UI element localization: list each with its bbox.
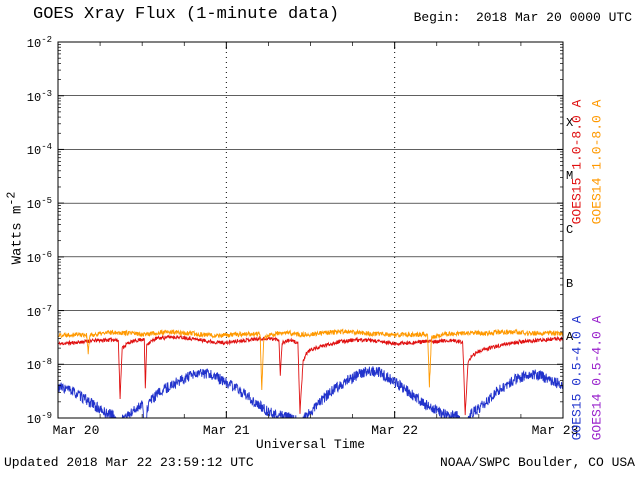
flare-class-label: B — [566, 276, 574, 291]
y-tick-label: 10-9 — [26, 411, 52, 427]
x-tick-label: Mar 21 — [202, 423, 250, 438]
legend-label-goes14-0-5-4-0-a: GOES14 0.5-4.0 A — [589, 315, 605, 441]
plot-border — [57, 41, 564, 419]
y-tick-label: 10-8 — [26, 357, 52, 374]
series-goes15-1-0-8-0-a — [58, 333, 563, 416]
updated-timestamp: Updated 2018 Mar 22 23:59:12 UTC — [4, 455, 254, 470]
legend-label-goes14-1-0-8-0-a: GOES14 1.0-8.0 A — [589, 99, 605, 225]
y-tick-label: 10-2 — [26, 35, 52, 51]
y-tick-label: 10-5 — [26, 196, 52, 213]
flare-class-label: C — [566, 223, 574, 237]
x-axis-title: Universal Time — [255, 437, 366, 452]
flare-class-label: M — [566, 169, 574, 184]
y-tick-label: 10-4 — [26, 142, 52, 159]
y-tick-label: 10-7 — [26, 303, 52, 320]
series-goes15-0-5-4-0-a — [58, 366, 563, 418]
y-tick-label: 10-6 — [26, 249, 52, 266]
flare-class-label: A — [566, 330, 574, 345]
begin-time-label: Begin: 2018 Mar 20 0000 UTC — [413, 10, 632, 25]
legend-label-goes15-0-5-4-0-a: GOES15 0.5-4.0 A — [569, 315, 585, 441]
x-tick-label: Mar 20 — [52, 423, 100, 438]
flare-class-label: X — [566, 115, 574, 130]
credit-text: NOAA/SWPC Boulder, CO USA — [439, 455, 635, 470]
chart-title: GOES Xray Flux (1-minute data) — [33, 5, 340, 24]
legend-label-goes15-1-0-8-0-a: GOES15 1.0-8.0 A — [569, 99, 585, 225]
x-tick-label: Mar 23 — [531, 423, 579, 438]
y-tick-label: 10-3 — [26, 88, 52, 105]
x-tick-label: Mar 22 — [371, 423, 419, 438]
series-goes14-1-0-8-0-a — [58, 328, 563, 391]
